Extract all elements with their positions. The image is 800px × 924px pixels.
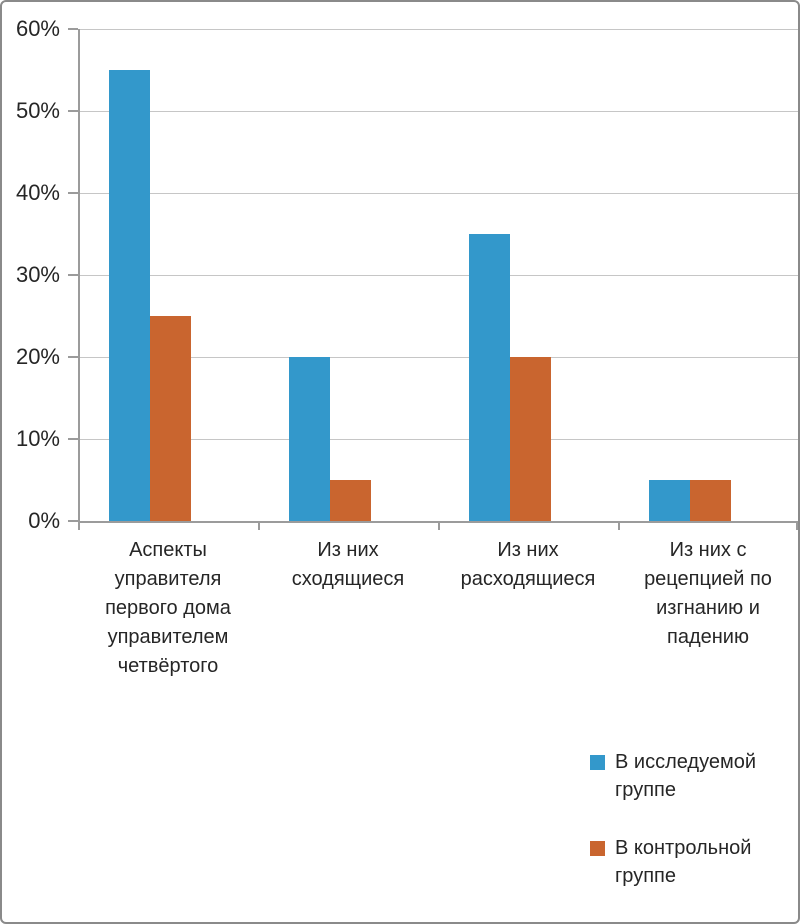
y-axis-label: 0% <box>28 508 60 533</box>
gridline <box>80 111 798 112</box>
bar-series2-category3 <box>510 357 551 521</box>
category-cell-4: Из них с рецепцией по изгнанию и падению <box>618 536 798 681</box>
category-cell-1: Аспекты управителя первого дома управите… <box>78 536 258 681</box>
legend: В исследуемой группе В контрольной группе <box>590 748 780 920</box>
y-axis-label: 30% <box>15 262 60 287</box>
legend-swatch-icon <box>590 841 605 856</box>
bar-series1-category3 <box>469 234 510 521</box>
y-axis-tick <box>68 356 78 358</box>
legend-swatch-icon <box>590 755 605 770</box>
bar-series2-category1 <box>150 316 191 521</box>
legend-item-1: В исследуемой группе <box>590 748 780 804</box>
category-label-2: Из них сходящиеся <box>291 539 405 590</box>
x-axis-tick <box>618 523 620 530</box>
category-label-4: Из них с рецепцией по изгнанию и падению <box>644 539 772 648</box>
category-cell-2: Из них сходящиеся <box>258 536 438 681</box>
y-axis-tick <box>68 28 78 30</box>
category-label-1: Аспекты управителя первого дома управите… <box>105 539 231 677</box>
legend-label-2: В контрольной группе <box>615 837 752 887</box>
y-axis-tick <box>68 520 78 522</box>
y-axis-label: 10% <box>15 426 60 451</box>
bar-series2-category2 <box>330 480 371 521</box>
gridline <box>80 439 798 440</box>
y-axis-tick <box>68 438 78 440</box>
y-axis-label: 40% <box>15 180 60 205</box>
gridline <box>80 29 798 30</box>
bar-series1-category1 <box>109 70 150 521</box>
y-axis-line <box>78 29 80 523</box>
x-axis-tick <box>796 523 798 530</box>
y-axis-label: 60% <box>15 16 60 41</box>
y-axis-tick <box>68 110 78 112</box>
y-axis-tick <box>68 274 78 276</box>
bar-series1-category2 <box>289 357 330 521</box>
y-axis-label: 20% <box>15 344 60 369</box>
category-cell-3: Из них расходящиеся <box>438 536 618 681</box>
x-axis-tick <box>258 523 260 530</box>
bar-series2-category4 <box>690 480 731 521</box>
x-axis-line <box>78 521 798 523</box>
legend-item-2: В контрольной группе <box>590 834 780 890</box>
y-axis-tick <box>68 192 78 194</box>
x-axis-tick <box>78 523 80 530</box>
legend-label-1: В исследуемой группе <box>615 751 757 801</box>
y-axis-label: 50% <box>15 98 60 123</box>
gridline <box>80 275 798 276</box>
x-axis-category-labels: Аспекты управителя первого дома управите… <box>78 536 798 681</box>
bar-series1-category4 <box>649 480 690 521</box>
x-axis-tick <box>438 523 440 530</box>
gridline <box>80 357 798 358</box>
category-label-3: Из них расходящиеся <box>460 539 596 590</box>
gridline <box>80 193 798 194</box>
